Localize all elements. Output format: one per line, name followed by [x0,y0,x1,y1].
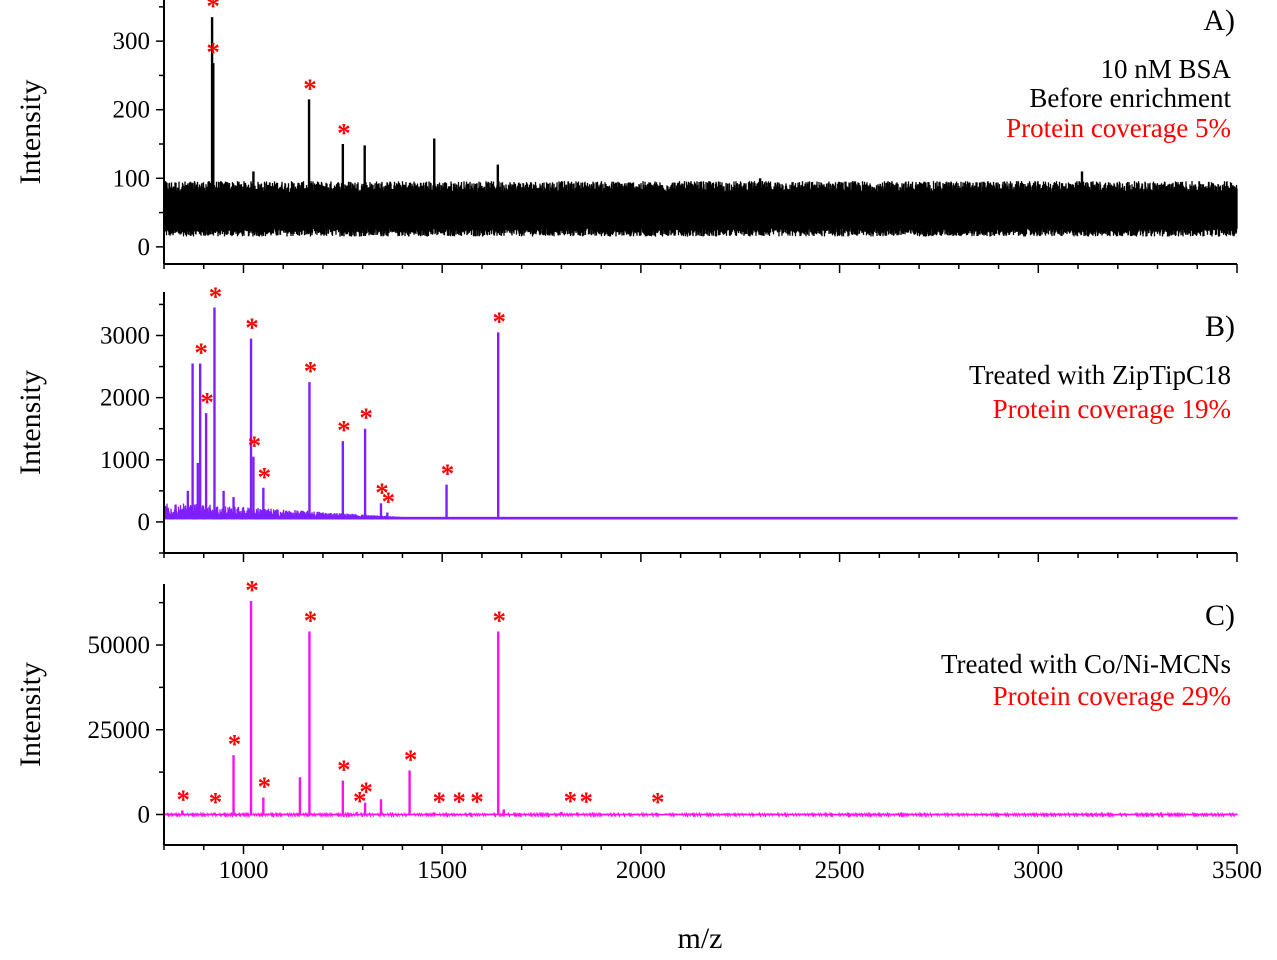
peak-marker-star: * [564,786,578,816]
y-tick-label: 0 [138,234,151,261]
peak-marker-star: * [337,118,351,148]
peak-marker-star: * [404,744,418,774]
panel-annotation: Treated with ZipTipC18 [969,360,1231,390]
spectrum-baseline [165,503,1238,520]
peak-marker-star: * [337,755,351,785]
panel-1: 0 100 200 300 Intensity * * * * A) 10 nM BSABefore… [14,0,1238,273]
peak-marker-star: * [245,575,259,605]
peak-marker-star: * [359,403,373,433]
x-tick-label: 1500 [417,857,467,884]
peak-marker-star: * [206,0,220,21]
peak-marker-star: * [228,729,242,759]
x-tick-label: 1000 [218,857,268,884]
y-tick-label: 100 [113,165,151,192]
peak-marker-star: * [492,605,506,635]
peak-marker-star: * [382,487,396,517]
peak-marker-star: * [303,73,317,103]
spectrum-baseline [165,180,1238,237]
peak-marker-star: * [209,282,223,312]
panel-label: B) [1205,310,1235,343]
panel-annotation: Protein coverage 19% [993,394,1231,424]
peak-marker-star: * [359,777,373,807]
y-tick-label: 2000 [100,385,150,412]
y-tick-label: 50000 [88,632,151,659]
x-axis-title: m/z [678,922,723,955]
x-tick-label: 2000 [616,857,666,884]
peak-marker-star: * [248,431,262,461]
peak-marker-star: * [304,605,318,635]
peak-marker-star: * [337,415,351,445]
peak-marker-star: * [258,772,272,802]
x-tick-label: 3500 [1212,857,1262,884]
peak-marker-star: * [441,459,455,489]
y-tick-label: 1000 [100,447,150,474]
peak-marker-star: * [470,786,484,816]
peak-marker-star: * [206,37,220,67]
x-tick-label: 2500 [815,857,865,884]
peak-marker-star: * [194,337,208,367]
peak-marker-star: * [258,462,272,492]
panel-annotation: Protein coverage 29% [993,681,1231,711]
y-tick-label: 300 [113,28,151,55]
peak-marker-star: * [375,477,389,507]
panel-annotation: Protein coverage 5% [1006,113,1231,143]
spectrum-baseline [165,811,1238,818]
peak-marker-star: * [651,787,665,817]
panel-annotation: Treated with Co/Ni-MCNs [941,649,1231,679]
peak-marker-star: * [353,786,367,816]
y-axis-title: Intensity [14,80,47,185]
peak-marker-star: * [209,787,223,817]
peak-marker-star: * [432,786,446,816]
panel-annotation: Before enrichment [1029,83,1231,113]
y-tick-label: 3000 [100,323,150,350]
peak-marker-star: * [200,387,214,417]
y-tick-label: 0 [138,801,151,828]
y-axis-title: Intensity [14,662,47,767]
y-tick-label: 25000 [88,717,151,744]
panels: 0 100 200 300 Intensity * * * * A) 10 nM BSABefore… [14,0,1262,884]
panel-3: 0 25000 50000 1000 1500 2000 2500 3000 3500 Inten… [14,575,1262,884]
x-tick-label: 3000 [1013,857,1063,884]
y-tick-label: 0 [138,509,151,536]
peak-marker-star: * [245,313,259,343]
peak-marker-star: * [492,306,506,336]
y-axis-title: Intensity [14,370,47,475]
peak-marker-star: * [304,356,318,386]
y-tick-label: 200 [113,97,151,124]
panel-label: C) [1205,599,1235,632]
peak-marker-star: * [580,786,594,816]
panel-label: A) [1203,4,1235,37]
peak-marker-star: * [452,786,466,816]
peak-marker-star: * [177,784,191,814]
panel-annotation: 10 nM BSA [1100,54,1231,84]
